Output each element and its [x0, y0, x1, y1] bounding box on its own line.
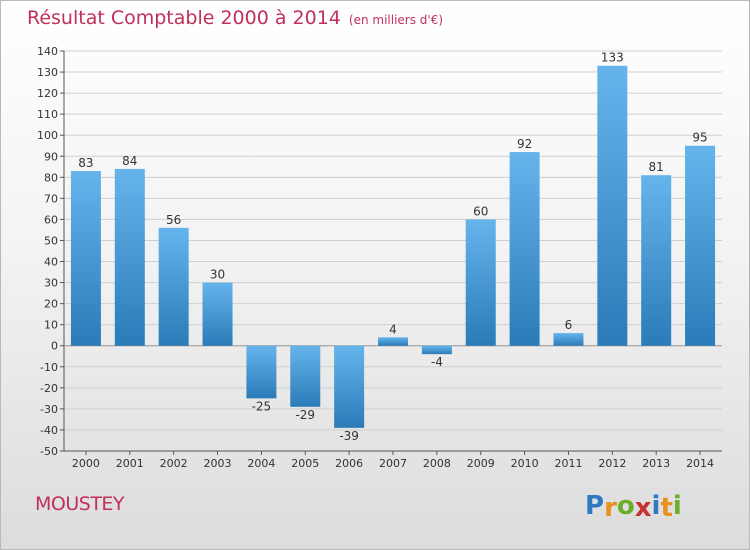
x-tick-label-2006: 2006	[335, 457, 363, 470]
y-tick-label: 80	[44, 171, 58, 184]
x-tick-label-2000: 2000	[72, 457, 100, 470]
x-tick-label-2013: 2013	[642, 457, 670, 470]
y-tick-label: -50	[40, 445, 58, 458]
y-tick-label: 120	[37, 87, 58, 100]
data-label-2014: 95	[692, 131, 707, 145]
y-tick-label: -10	[40, 361, 58, 374]
y-tick-label: 30	[44, 277, 58, 290]
bar-2000	[70, 171, 101, 346]
y-tick-label: 50	[44, 234, 58, 247]
y-tick-label: 60	[44, 213, 58, 226]
y-tick-label: 100	[37, 129, 58, 142]
data-label-2001: 84	[122, 154, 137, 168]
data-label-2004: -25	[252, 399, 272, 413]
y-tick-label: -20	[40, 382, 58, 395]
data-label-2008: -4	[431, 355, 443, 369]
data-label-2005: -29	[295, 408, 315, 422]
x-tick-label-2012: 2012	[598, 457, 626, 470]
y-tick-label: -30	[40, 403, 58, 416]
bar-2010	[509, 152, 540, 346]
y-tick-label: 70	[44, 192, 58, 205]
chart-title-text: Résultat Comptable 2000 à 2014	[27, 7, 341, 29]
proxiti-logo: Proxiti	[585, 491, 682, 523]
logo-letter: o	[616, 491, 635, 521]
data-label-2003: 30	[210, 268, 225, 282]
data-label-2006: -39	[339, 429, 359, 443]
data-label-2010: 92	[517, 137, 532, 151]
y-tick-label: 110	[37, 108, 58, 121]
data-label-2002: 56	[166, 213, 181, 227]
x-tick-label-2008: 2008	[423, 457, 451, 470]
data-label-2013: 81	[649, 160, 664, 174]
bar-2002	[158, 227, 189, 346]
y-tick-label: 40	[44, 256, 58, 269]
bar-2009	[465, 219, 496, 346]
x-tick-label-2011: 2011	[554, 457, 582, 470]
bar-2013	[641, 175, 672, 346]
x-tick-label-2003: 2003	[204, 457, 232, 470]
x-tick-label-2009: 2009	[467, 457, 495, 470]
y-tick-label: 90	[44, 150, 58, 163]
y-tick-label: 130	[37, 66, 58, 79]
bar-2001	[114, 168, 145, 346]
data-label-2000: 83	[78, 156, 93, 170]
chart-title: Résultat Comptable 2000 à 2014 (en millie…	[27, 7, 443, 29]
bar-2007	[378, 337, 408, 346]
y-tick-label: 10	[44, 319, 58, 332]
x-tick-label-2004: 2004	[247, 457, 275, 470]
x-tick-label-2007: 2007	[379, 457, 407, 470]
chart-unit: (en milliers d'€)	[348, 13, 444, 27]
logo-letter: r	[604, 493, 617, 523]
bar-2006	[334, 345, 365, 428]
x-tick-label-2002: 2002	[160, 457, 188, 470]
logo-letter: i	[672, 491, 682, 521]
bar-2008	[421, 345, 452, 355]
bar-2004	[246, 345, 277, 399]
x-tick-label-2014: 2014	[686, 457, 714, 470]
x-tick-label-2001: 2001	[116, 457, 144, 470]
logo-letter: t	[660, 493, 673, 523]
bar-2005	[290, 345, 321, 407]
x-tick-label-2005: 2005	[291, 457, 319, 470]
logo-letter: x	[634, 493, 652, 523]
data-label-2009: 60	[473, 204, 488, 218]
y-tick-label: 0	[51, 340, 58, 353]
bar-2003	[202, 282, 233, 346]
commune-name: MOUSTEY	[35, 493, 125, 515]
y-tick-label: 20	[44, 298, 58, 311]
y-tick-label: -40	[40, 424, 58, 437]
bar-2012	[597, 65, 628, 346]
bar-2011	[553, 333, 584, 346]
logo-letter: i	[651, 491, 661, 521]
data-label-2007: 4	[389, 322, 397, 336]
bar-2014	[685, 145, 716, 346]
x-tick-label-2010: 2010	[511, 457, 539, 470]
y-tick-label: 140	[37, 45, 58, 58]
data-label-2011: 6	[565, 318, 573, 332]
logo-letter: P	[585, 491, 605, 521]
data-label-2012: 133	[601, 51, 624, 65]
